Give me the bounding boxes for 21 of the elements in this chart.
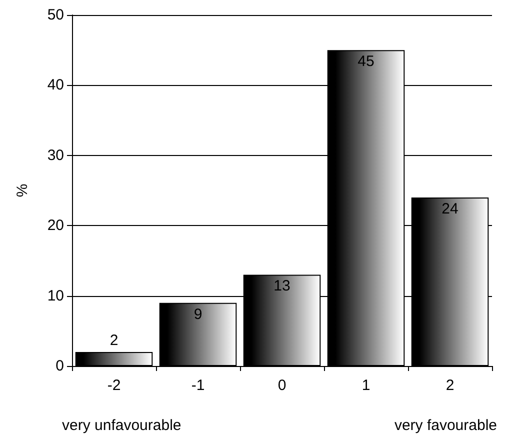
text: very favourable — [394, 417, 498, 434]
y-tick-label: 20 — [47, 217, 64, 234]
y-tick-label: 10 — [47, 287, 64, 304]
y-tick-label: 30 — [47, 146, 64, 164]
data-label: 13 — [274, 278, 290, 295]
data-label: 24 — [442, 200, 458, 218]
y-tick-label: 40 — [47, 76, 64, 94]
x-tick-label: -2 — [107, 377, 121, 394]
data-label: 45 — [358, 53, 374, 70]
bar — [159, 302, 237, 366]
text: very unfavourable — [62, 417, 182, 434]
x-tick-label: -1 — [191, 377, 205, 394]
bar — [75, 352, 153, 366]
y-tick-label: 50 — [47, 6, 64, 24]
x-tick-label: 2 — [446, 377, 454, 394]
x-tick-label: 1 — [362, 377, 370, 394]
data-label: 9 — [194, 306, 202, 323]
y-axis-title: % — [14, 184, 31, 198]
y-tick-label: 0 — [56, 358, 64, 374]
data-label: 2 — [110, 332, 118, 349]
x-tick-label: 0 — [278, 377, 286, 394]
